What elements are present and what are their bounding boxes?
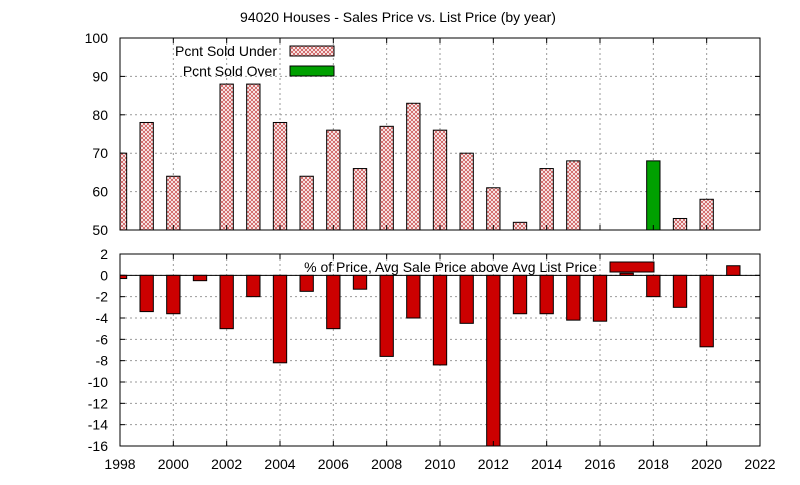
top-legend: Pcnt Sold Under Pcnt Sold Over — [175, 43, 335, 79]
bar-series1-2000 — [166, 175, 181, 231]
bottom-bars — [119, 265, 741, 447]
x-tick-label: 1998 — [104, 456, 135, 472]
legend-label-avg-sale-above-list: % of Price, Avg Sale Price above Avg Lis… — [304, 259, 597, 275]
bar-series1-2020 — [699, 274, 714, 348]
bar-series1-2003 — [246, 83, 261, 231]
bar-series1-2006 — [326, 129, 341, 231]
bar-series1-1998 — [119, 152, 128, 231]
y-tick-label: 70 — [92, 145, 108, 161]
top-bars — [119, 83, 714, 231]
bar-series1-2014 — [539, 274, 554, 315]
bar-series1-2018 — [646, 274, 661, 298]
bar-series1-2011 — [459, 152, 474, 231]
y-tick-label: -6 — [96, 331, 109, 347]
bar-series1-2008 — [379, 125, 394, 231]
bar-series1-2015 — [566, 274, 581, 321]
x-tick-label: 2000 — [158, 456, 189, 472]
legend-swatch-sold-under — [289, 45, 335, 57]
y-tick-label: -12 — [88, 395, 108, 411]
x-tick-label: 2010 — [424, 456, 455, 472]
x-tick-label: 2008 — [371, 456, 402, 472]
bottom-y-ticks: 2 0 -2 -4 -6 -8 -10 -12 -14 -16 — [88, 246, 760, 454]
y-tick-label: 2 — [100, 246, 108, 262]
y-tick-label: -2 — [96, 289, 109, 305]
bar-series2-2018 — [646, 160, 661, 231]
x-axis-ticks: 1998 2000 2002 2004 2006 2008 2010 2012 2014 2016… — [104, 38, 776, 472]
y-tick-label: 90 — [92, 68, 108, 84]
y-tick-label: -8 — [96, 353, 109, 369]
bar-series1-2009 — [406, 102, 421, 231]
bar-series1-2019 — [672, 217, 688, 231]
x-tick-label: 2002 — [211, 456, 242, 472]
bar-series1-2002 — [219, 274, 234, 330]
bar-series1-2002 — [219, 83, 234, 231]
bar-series1-2006 — [326, 274, 341, 330]
bar-series1-2004 — [272, 274, 288, 364]
bar-series1-2001 — [192, 274, 208, 282]
bar-series1-2012 — [486, 187, 501, 231]
legend-label-sold-over: Pcnt Sold Over — [183, 63, 277, 79]
y-tick-label: -16 — [88, 438, 108, 454]
bar-series1-2009 — [406, 274, 421, 319]
x-tick-label: 2018 — [638, 456, 669, 472]
bar-series1-2015 — [566, 160, 581, 231]
bar-series1-2005 — [299, 274, 314, 292]
bar-series1-1998 — [119, 274, 128, 280]
x-tick-label: 2020 — [691, 456, 722, 472]
legend-swatch-sold-over — [289, 65, 335, 77]
y-tick-label: 100 — [85, 30, 109, 46]
bar-series1-2003 — [246, 274, 261, 298]
bar-series1-2010 — [432, 129, 448, 231]
legend-label-sold-under: Pcnt Sold Under — [175, 43, 277, 59]
bar-series1-1999 — [139, 274, 154, 313]
bar-series1-2004 — [272, 121, 288, 231]
bar-series1-2010 — [432, 274, 448, 366]
bar-series1-2016 — [592, 274, 608, 322]
y-tick-label: 60 — [92, 184, 108, 200]
y-tick-label: -4 — [96, 310, 109, 326]
bar-series1-2007 — [352, 168, 368, 231]
top-panel: 50 60 70 80 90 100 Pcnt Sold Under Pcnt Sold … — [85, 30, 761, 238]
x-tick-label: 2016 — [584, 456, 615, 472]
x-tick-label: 2012 — [478, 456, 509, 472]
x-tick-label: 2006 — [318, 456, 349, 472]
bar-series1-2013 — [512, 221, 528, 231]
bar-series1-2019 — [672, 274, 688, 308]
x-tick-label: 2022 — [744, 456, 775, 472]
y-tick-label: 50 — [92, 222, 108, 238]
bar-series1-2017 — [619, 272, 634, 276]
x-tick-label: 2004 — [264, 456, 295, 472]
y-tick-label: 80 — [92, 107, 108, 123]
bar-series1-2007 — [352, 274, 368, 290]
bar-series1-2008 — [379, 274, 394, 357]
bar-series1-2014 — [539, 168, 554, 231]
bottom-legend: % of Price, Avg Sale Price above Avg Lis… — [304, 259, 655, 275]
y-tick-label: -10 — [88, 374, 108, 390]
bar-series1-2012 — [486, 274, 501, 447]
bar-series1-2021 — [726, 265, 741, 276]
bar-series1-1999 — [139, 121, 154, 231]
x-tick-label: 2014 — [531, 456, 562, 472]
bar-series1-2013 — [512, 274, 528, 315]
chart-title: 94020 Houses - Sales Price vs. List Pric… — [240, 9, 556, 25]
bar-series1-2000 — [166, 274, 181, 315]
bar-series1-2011 — [459, 274, 474, 324]
y-tick-label: 0 — [100, 267, 108, 283]
legend-swatch-avg-sale-above-list — [609, 261, 655, 273]
bottom-panel: 2 0 -2 -4 -6 -8 -10 -12 -14 -16 % of Price, Avg S… — [88, 38, 776, 472]
bar-series1-2005 — [299, 175, 314, 231]
y-tick-label: -14 — [88, 417, 108, 433]
